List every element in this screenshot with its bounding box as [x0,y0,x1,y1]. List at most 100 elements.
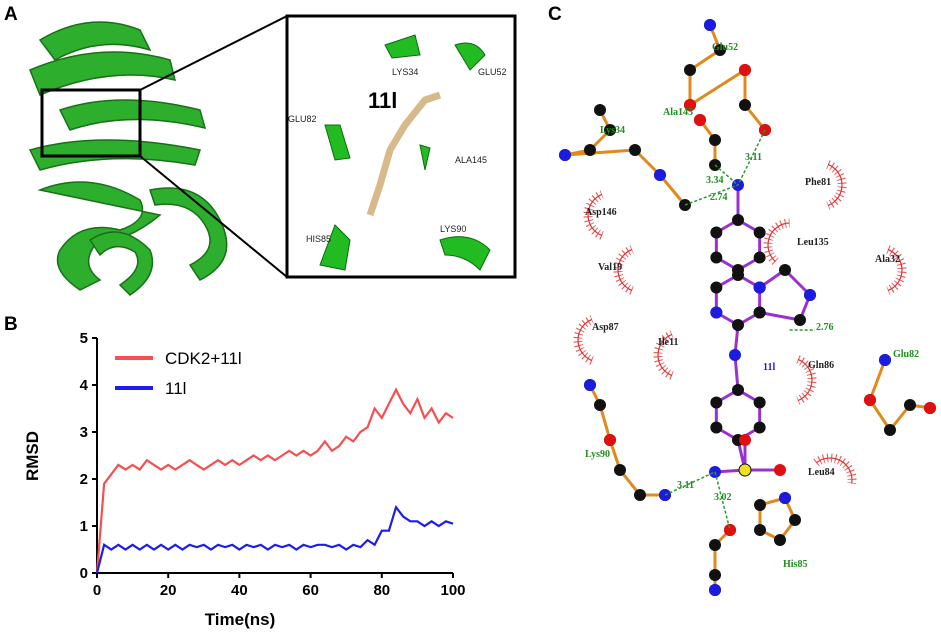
atom [709,584,721,596]
hydrophobic-arc [587,193,603,237]
y-tick-label: 4 [80,377,89,394]
hydrophobic-arc [657,333,673,377]
residue-label: Val19 [598,262,622,273]
atom [924,402,936,414]
atom [559,149,571,161]
atom [604,124,616,136]
atom [904,399,916,411]
zoom-line [139,155,288,278]
residue-label: GLU52 [478,67,507,77]
zoom-line [139,15,288,91]
distance-label: 3.11 [677,480,694,491]
atom [710,306,723,319]
panel-c: C Phe81 Asp146 Leu135 Ala32 Val19 Asp87 Ile11 G… [548,4,936,596]
panel-a: A LYS34 GLU52 GLU82 ALA145 HIS85 LYS90 1… [4,4,517,296]
x-tick-label: 100 [440,582,465,599]
residue-label: LYS34 [392,67,418,77]
atom [594,104,606,116]
h-bond [664,471,716,496]
atom [710,421,723,434]
y-tick-label: 2 [80,471,88,488]
atom [732,319,744,331]
atom [684,99,696,111]
atom [739,64,751,76]
ligand-label: 11l [763,362,775,373]
x-tick-label: 40 [231,582,248,599]
atom [754,524,766,536]
residue-label: Lys90 [585,449,610,460]
residue-label: Ala32 [875,254,900,265]
atom [584,144,596,156]
atom [804,289,816,301]
bond [759,311,801,322]
bond [564,148,636,157]
hydrophobic-arc [887,248,903,292]
atom [584,379,596,391]
ligand-label: 11l [368,88,397,113]
atom [738,463,752,477]
atom [654,169,666,181]
bond [658,174,687,206]
atom [779,264,791,276]
atom [732,384,744,396]
atom [774,534,786,546]
atom [779,492,791,504]
panel-label: B [4,314,18,335]
panel-b: B Time(ns) RMSD 0 1 2 3 4 5 0 20 40 60 80 100 CDK2+1… [4,314,466,629]
atom [709,539,721,551]
residue-label: Phe81 [805,177,831,188]
atom [864,394,876,406]
y-tick-label: 0 [80,565,88,582]
atom [753,421,766,434]
atom [724,524,736,536]
residue-label: Gln86 [808,360,834,371]
residue-label: Leu84 [808,467,835,478]
atom [739,434,751,446]
atom [594,399,606,411]
y-tick-label: 1 [80,518,88,535]
line [95,387,454,574]
y-tick-label: 5 [80,330,88,347]
x-axis-label: Time(ns) [205,610,276,629]
atom [753,306,766,319]
hydrophobic-arc [797,358,813,402]
atom [629,144,641,156]
atom [774,464,786,476]
atom [709,569,721,581]
hydrophobic-spokes [573,315,594,365]
atom [739,99,751,111]
bond [868,399,892,431]
atom [753,226,766,239]
legend-label: 11l [165,379,186,398]
h-bond [684,184,739,206]
residue-label: HIS85 [306,234,331,244]
x-tick-label: 60 [302,582,319,599]
bond [598,404,612,441]
hydrophobic-arc [767,222,790,262]
h-bond [714,164,739,186]
atom [732,214,744,226]
bond [868,359,887,401]
residue-label: Leu135 [797,237,829,248]
y-axis-label: RMSD [23,431,42,481]
residue-label: Glu82 [893,349,919,360]
zoom-box [40,88,142,158]
atom [879,354,891,366]
atom [614,464,626,476]
protein-cartoon [28,21,228,296]
hydrophobic-arc [827,163,843,207]
atom [794,314,806,326]
atom [714,44,726,56]
x-tick-label: 0 [93,582,101,599]
bond [689,68,746,107]
residue-label: Ile11 [658,337,679,348]
ligand-sticks [366,91,442,217]
residue-label: ALA145 [455,155,487,165]
residue-label: LYS90 [440,224,466,234]
x-tick-label: 80 [373,582,390,599]
atom [710,396,723,409]
atom [753,396,766,409]
distance-label: 3.34 [706,175,724,186]
hydrophobic-arc [617,248,633,292]
residue-label: His85 [783,559,807,570]
